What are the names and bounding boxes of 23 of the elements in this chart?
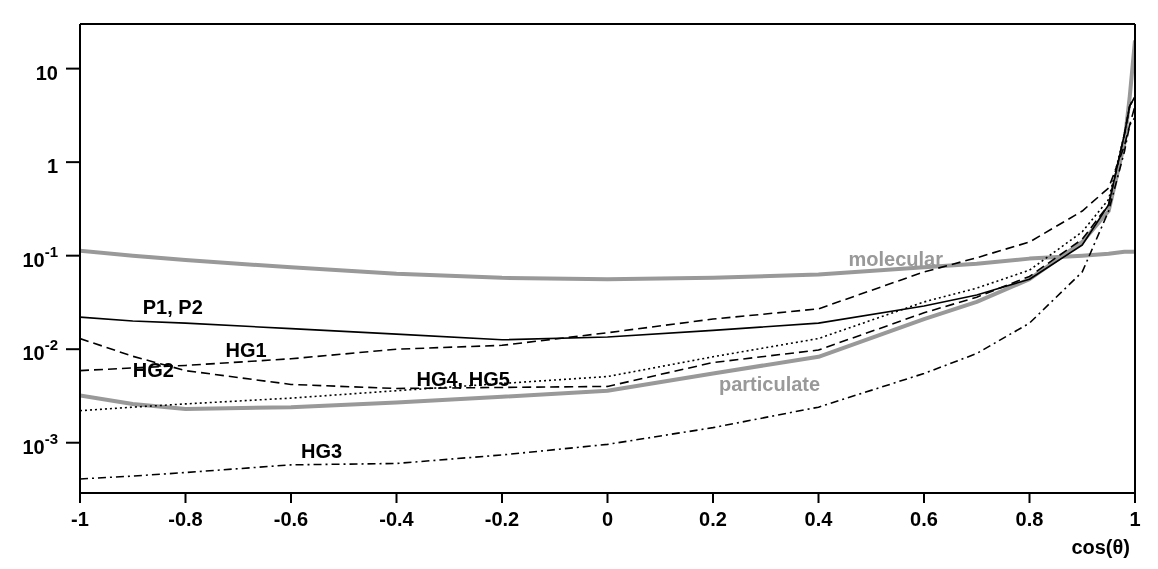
- x-tick-label: -1: [71, 508, 89, 531]
- y-tick-label: 10: [35, 61, 58, 84]
- x-tick-label: -0.2: [484, 508, 520, 531]
- x-tick-label: 1: [1129, 508, 1141, 531]
- series-label: particulate: [719, 372, 821, 395]
- y-tick-label: 1: [46, 155, 58, 178]
- y-tick-label: 10$^{-2}$: [22, 336, 58, 365]
- series-label: HG3: [301, 440, 343, 463]
- x-tick-label: -0.8: [168, 508, 203, 531]
- y-tick-label: 10$^{-3}$: [22, 430, 58, 458]
- series-label: HG4, HG5: [416, 367, 510, 390]
- x-tick-label: 0.4: [804, 508, 834, 531]
- x-tick-label: -0.4: [379, 508, 415, 531]
- x-tick-label: 0: [601, 508, 614, 531]
- series-label: molecular: [848, 247, 944, 270]
- series-label: P1, P2: [142, 296, 203, 319]
- y-tick-label: 10$^{-1}$: [22, 243, 58, 271]
- series-label: HG1: [225, 338, 267, 361]
- x-tick-label: 0.8: [1015, 508, 1044, 531]
- x-axis-title: cos(θ): [1071, 536, 1130, 559]
- x-tick-label: 0.6: [910, 508, 938, 531]
- x-tick-label: 0.2: [699, 508, 727, 531]
- x-tick-label: -0.6: [273, 508, 309, 531]
